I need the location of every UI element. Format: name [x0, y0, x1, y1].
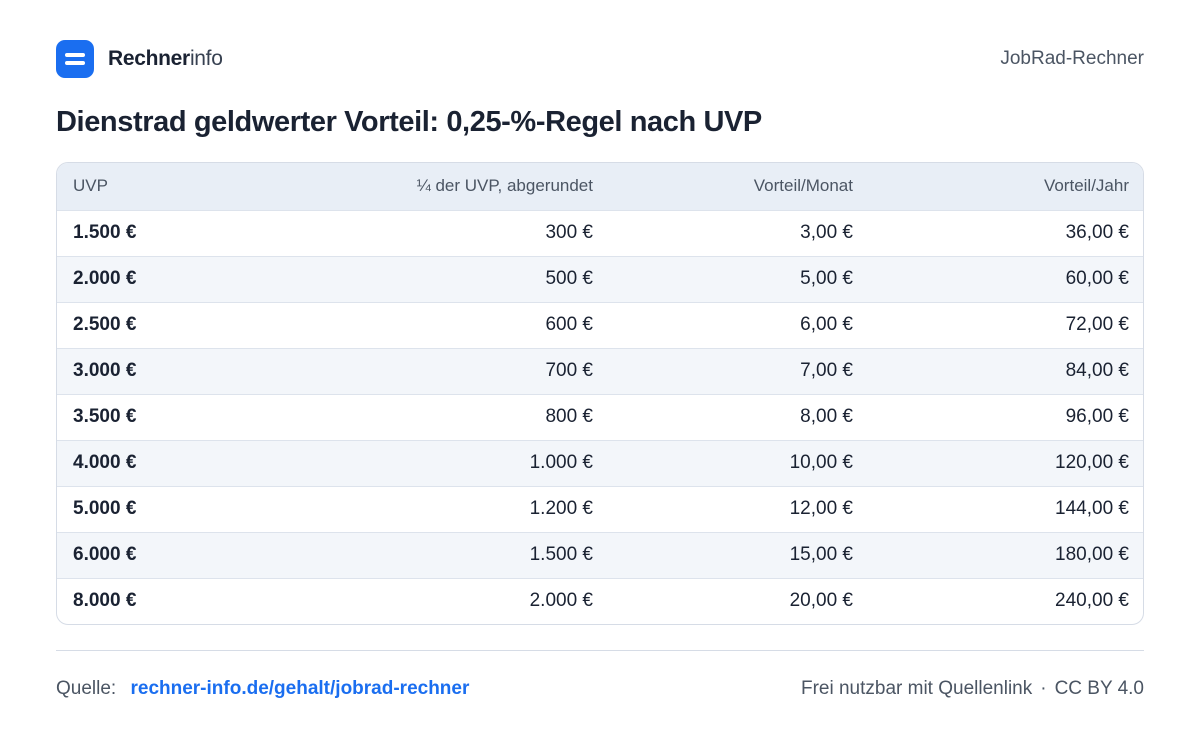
cell-uvp: 1.500 € [73, 222, 137, 243]
cell-year: 144,00 € [1055, 498, 1129, 519]
table-header: UVP ¼ der UVP, abgerundet Vorteil/Monat … [57, 163, 1143, 210]
cell-month: 3,00 € [800, 222, 853, 243]
source-label: Quelle: [56, 678, 117, 699]
source: Quelle: rechner-info.de/gehalt/jobrad-re… [56, 678, 469, 700]
cell-quarter: 300 € [545, 222, 593, 243]
cell-year: 72,00 € [1065, 314, 1129, 335]
data-table: UVP ¼ der UVP, abgerundet Vorteil/Monat … [57, 163, 1143, 624]
cell-month: 5,00 € [800, 268, 853, 289]
separator-dot: · [1040, 678, 1047, 699]
cell-quarter: 500 € [545, 268, 593, 289]
column-header-month: Vorteil/Monat [753, 176, 853, 196]
table-row: 2.000 € 500 € 5,00 € 60,00 € [57, 256, 1143, 302]
table-row: 3.000 € 700 € 7,00 € 84,00 € [57, 348, 1143, 394]
cell-month: 10,00 € [789, 452, 853, 473]
header: Rechnerinfo JobRad-Rechner [56, 40, 1144, 78]
logo-bar-bottom [65, 61, 85, 65]
cell-quarter: 800 € [545, 406, 593, 427]
logo-bar-top [65, 53, 85, 57]
cell-quarter: 1.200 € [529, 498, 593, 519]
table-row: 3.500 € 800 € 8,00 € 96,00 € [57, 394, 1143, 440]
cell-month: 20,00 € [789, 590, 853, 612]
brand[interactable]: Rechnerinfo [56, 40, 223, 78]
license-text: Frei nutzbar mit Quellenlink [800, 678, 1033, 699]
cell-month: 8,00 € [800, 406, 853, 427]
cell-uvp: 4.000 € [73, 452, 137, 473]
table-row: 8.000 € 2.000 € 20,00 € 240,00 € [57, 578, 1143, 624]
header-row: UVP ¼ der UVP, abgerundet Vorteil/Monat … [57, 163, 1143, 210]
cell-year: 36,00 € [1065, 222, 1129, 243]
cell-month: 6,00 € [800, 314, 853, 335]
cell-quarter: 700 € [545, 360, 593, 381]
menu-bars-icon [56, 40, 94, 78]
cell-quarter: 2.000 € [529, 590, 593, 612]
cell-year: 60,00 € [1065, 268, 1129, 289]
column-header-year: Vorteil/Jahr [1043, 176, 1129, 196]
license-name: CC BY 4.0 [1054, 678, 1144, 699]
table-body: 1.500 € 300 € 3,00 € 36,00 € 2.000 € 500… [57, 210, 1143, 624]
cell-month: 15,00 € [789, 544, 853, 565]
cell-uvp: 8.000 € [73, 590, 137, 612]
cell-uvp: 2.000 € [73, 268, 137, 289]
cell-year: 84,00 € [1065, 360, 1129, 381]
cell-quarter: 1.000 € [529, 452, 593, 473]
license-info: Frei nutzbar mit Quellenlink · CC BY 4.0 [801, 678, 1144, 700]
cell-year: 96,00 € [1065, 406, 1129, 427]
page-title: Dienstrad geldwerter Vorteil: 0,25-%-Reg… [56, 106, 762, 138]
cell-uvp: 5.000 € [73, 498, 137, 519]
cell-uvp: 6.000 € [73, 544, 137, 565]
calculator-name: JobRad-Rechner [1000, 48, 1144, 69]
table-row: 5.000 € 1.200 € 12,00 € 144,00 € [57, 486, 1143, 532]
cell-uvp: 3.500 € [73, 406, 137, 427]
footer-divider [56, 650, 1144, 651]
table-row: 1.500 € 300 € 3,00 € 36,00 € [57, 210, 1143, 256]
cell-year: 180,00 € [1055, 544, 1129, 565]
cell-month: 7,00 € [800, 360, 853, 381]
cell-uvp: 2.500 € [73, 314, 137, 335]
cell-quarter: 600 € [545, 314, 593, 335]
footer: Quelle: rechner-info.de/gehalt/jobrad-re… [56, 676, 1144, 702]
brand-name: Rechnerinfo [108, 47, 223, 71]
source-link[interactable]: rechner-info.de/gehalt/jobrad-rechner [130, 678, 470, 699]
cell-year: 120,00 € [1055, 452, 1129, 473]
table-row: 2.500 € 600 € 6,00 € 72,00 € [57, 302, 1143, 348]
cell-uvp: 3.000 € [73, 360, 137, 381]
column-header-uvp: UVP [73, 176, 108, 196]
brand-name-light: info [189, 47, 223, 70]
cell-quarter: 1.500 € [529, 544, 593, 565]
table-row: 4.000 € 1.000 € 10,00 € 120,00 € [57, 440, 1143, 486]
brand-name-strong: Rechner [108, 47, 190, 70]
cell-year: 240,00 € [1055, 590, 1129, 612]
benefit-table: UVP ¼ der UVP, abgerundet Vorteil/Monat … [56, 162, 1144, 625]
cell-month: 12,00 € [789, 498, 853, 519]
table-row: 6.000 € 1.500 € 15,00 € 180,00 € [57, 532, 1143, 578]
column-header-quarter: ¼ der UVP, abgerundet [416, 176, 593, 196]
